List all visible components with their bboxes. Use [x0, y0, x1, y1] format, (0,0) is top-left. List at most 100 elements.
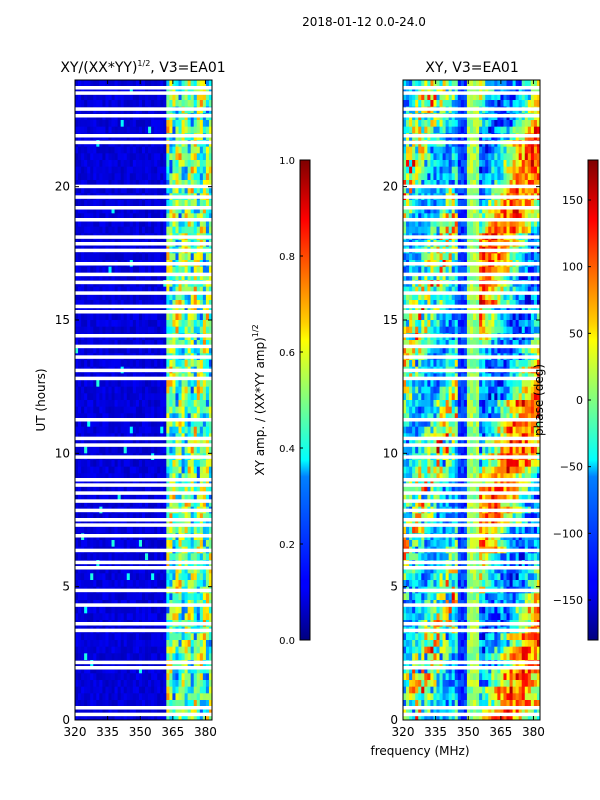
- flagged-row: [403, 523, 540, 527]
- flagged-row: [403, 376, 540, 381]
- flagged-row: [403, 140, 540, 145]
- flagged-row: [75, 628, 212, 633]
- flagged-row: [75, 548, 212, 553]
- flagged-row: [403, 344, 540, 349]
- flagged-row: [75, 560, 212, 565]
- flagged-row: [75, 206, 212, 210]
- amplitude-panel-title: XY/(XX*YY)1/2, V3=EA01: [60, 59, 225, 76]
- flagged-row: [403, 206, 540, 210]
- flagged-row: [403, 195, 540, 199]
- flagged-row: [75, 436, 212, 441]
- flagged-row: [75, 566, 212, 570]
- flagged-row: [75, 235, 212, 239]
- y-tick-label: 15: [55, 313, 70, 327]
- colorbar-tick-label: 0.6: [279, 348, 295, 359]
- flagged-row: [403, 603, 540, 607]
- phase-y-axis: 0 5 10 15 20: [383, 180, 540, 727]
- amplitude-colorbar-gradient: [299, 159, 311, 641]
- flagged-row: [403, 534, 540, 538]
- colorbar-tick-label: 0.0: [279, 636, 295, 647]
- flagged-row: [403, 218, 540, 222]
- flagged-row: [75, 508, 212, 513]
- colorbar-tick-label: 0.8: [279, 252, 295, 263]
- flagged-row: [403, 91, 540, 95]
- flagged-row: [403, 334, 540, 338]
- flagged-row: [75, 499, 212, 503]
- phase-colorbar: −150 −100 −50 0 50 100 150 phase (deg): [532, 159, 599, 641]
- flagged-row: [75, 334, 212, 338]
- flagged-row: [75, 140, 212, 145]
- flagged-row: [403, 548, 540, 553]
- x-tick-label: 380: [194, 725, 217, 739]
- x-tick-label: 350: [457, 725, 480, 739]
- y-tick-label: 0: [62, 713, 70, 727]
- y-tick-label: 20: [383, 180, 398, 194]
- flagged-row: [75, 622, 212, 626]
- flagged-row: [403, 355, 540, 359]
- flagged-row: [403, 478, 540, 482]
- x-tick-label: 365: [161, 725, 184, 739]
- flagged-row: [75, 603, 212, 607]
- flagged-row: [75, 376, 212, 381]
- flagged-row: [75, 134, 212, 138]
- flagged-row: [403, 242, 540, 246]
- flagged-row: [75, 195, 212, 199]
- flagged-row: [75, 443, 212, 447]
- flagged-row: [403, 291, 540, 295]
- flagged-row: [75, 91, 212, 95]
- colorbar-tick-label: −50: [560, 461, 583, 474]
- phase-panel-title: XY, V3=EA01: [425, 60, 519, 76]
- flagged-row: [403, 666, 540, 670]
- y-tick-label: 20: [55, 180, 70, 194]
- y-tick-label: 5: [390, 580, 398, 594]
- flagged-row: [75, 355, 212, 359]
- flagged-row: [75, 262, 212, 266]
- flagged-row: [75, 666, 212, 670]
- x-tick-label: 320: [64, 725, 87, 739]
- flagged-row: [75, 310, 212, 314]
- flagged-row: [75, 114, 212, 118]
- flagged-row: [403, 280, 540, 285]
- flagged-row: [403, 86, 540, 90]
- colorbar-tick-label: 100: [562, 261, 583, 274]
- phase-heatmap: [403, 80, 541, 721]
- x-tick-label: 320: [392, 725, 415, 739]
- flagged-row: [75, 86, 212, 90]
- colorbar-tick-label: 1.0: [279, 156, 295, 167]
- flagged-row: [403, 184, 540, 189]
- flagged-row: [403, 483, 540, 487]
- y-tick-label: 10: [383, 446, 398, 460]
- colorbar-tick-label: 0.4: [279, 444, 295, 455]
- amplitude-colorbar-ticks: 0.0 0.2 0.4 0.6 0.8 1.0: [279, 156, 303, 647]
- phase-panel: XY, V3=EA01 320 335 350 365 380 0 5 10 15 20 fre…: [370, 60, 544, 758]
- flagged-row: [75, 218, 212, 222]
- colorbar-tick-label: 50: [569, 327, 583, 340]
- flagged-row: [403, 712, 540, 717]
- flagged-row: [403, 262, 540, 266]
- flagged-row: [75, 280, 212, 285]
- flagged-row: [75, 344, 212, 349]
- flagged-row: [403, 706, 540, 710]
- flagged-row: [75, 107, 212, 111]
- colorbar-tick-label: −150: [553, 594, 583, 607]
- phase-plot-frame: [402, 79, 541, 721]
- y-tick-label: 10: [55, 446, 70, 460]
- flagged-row: [403, 499, 540, 503]
- x-tick-label: 350: [129, 725, 152, 739]
- flagged-row: [75, 418, 212, 422]
- flagged-row: [403, 418, 540, 422]
- flagged-row: [403, 628, 540, 633]
- phase-colorbar-label: phase (deg): [532, 364, 546, 436]
- y-tick-label: 5: [62, 580, 70, 594]
- flagged-row: [75, 483, 212, 487]
- flagged-row: [75, 518, 212, 522]
- flagged-row: [75, 712, 212, 717]
- flagged-row: [403, 491, 540, 495]
- y-tick-label: 15: [383, 313, 398, 327]
- flagged-row: [75, 706, 212, 710]
- flagged-row: [75, 455, 212, 459]
- amplitude-plot-frame: [74, 79, 213, 721]
- amplitude-x-axis: 320 335 350 365 380: [64, 80, 217, 739]
- x-tick-label: 365: [489, 725, 512, 739]
